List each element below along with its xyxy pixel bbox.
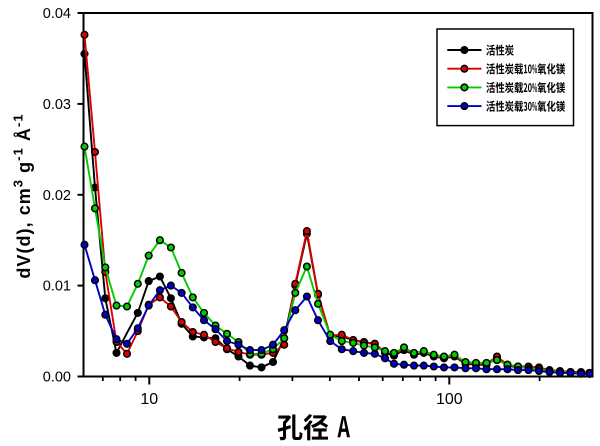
svg-text:dV(d), cm3 g-1 Å-1: dV(d), cm3 g-1 Å-1 (11, 113, 35, 278)
svg-text:0.02: 0.02 (43, 188, 71, 204)
svg-text:0.04: 0.04 (43, 6, 71, 22)
svg-text:10: 10 (140, 391, 158, 408)
svg-text:100: 100 (436, 391, 463, 408)
svg-text:0.03: 0.03 (43, 97, 71, 113)
svg-text:0.01: 0.01 (43, 279, 71, 295)
svg-text:0.00: 0.00 (43, 370, 71, 386)
